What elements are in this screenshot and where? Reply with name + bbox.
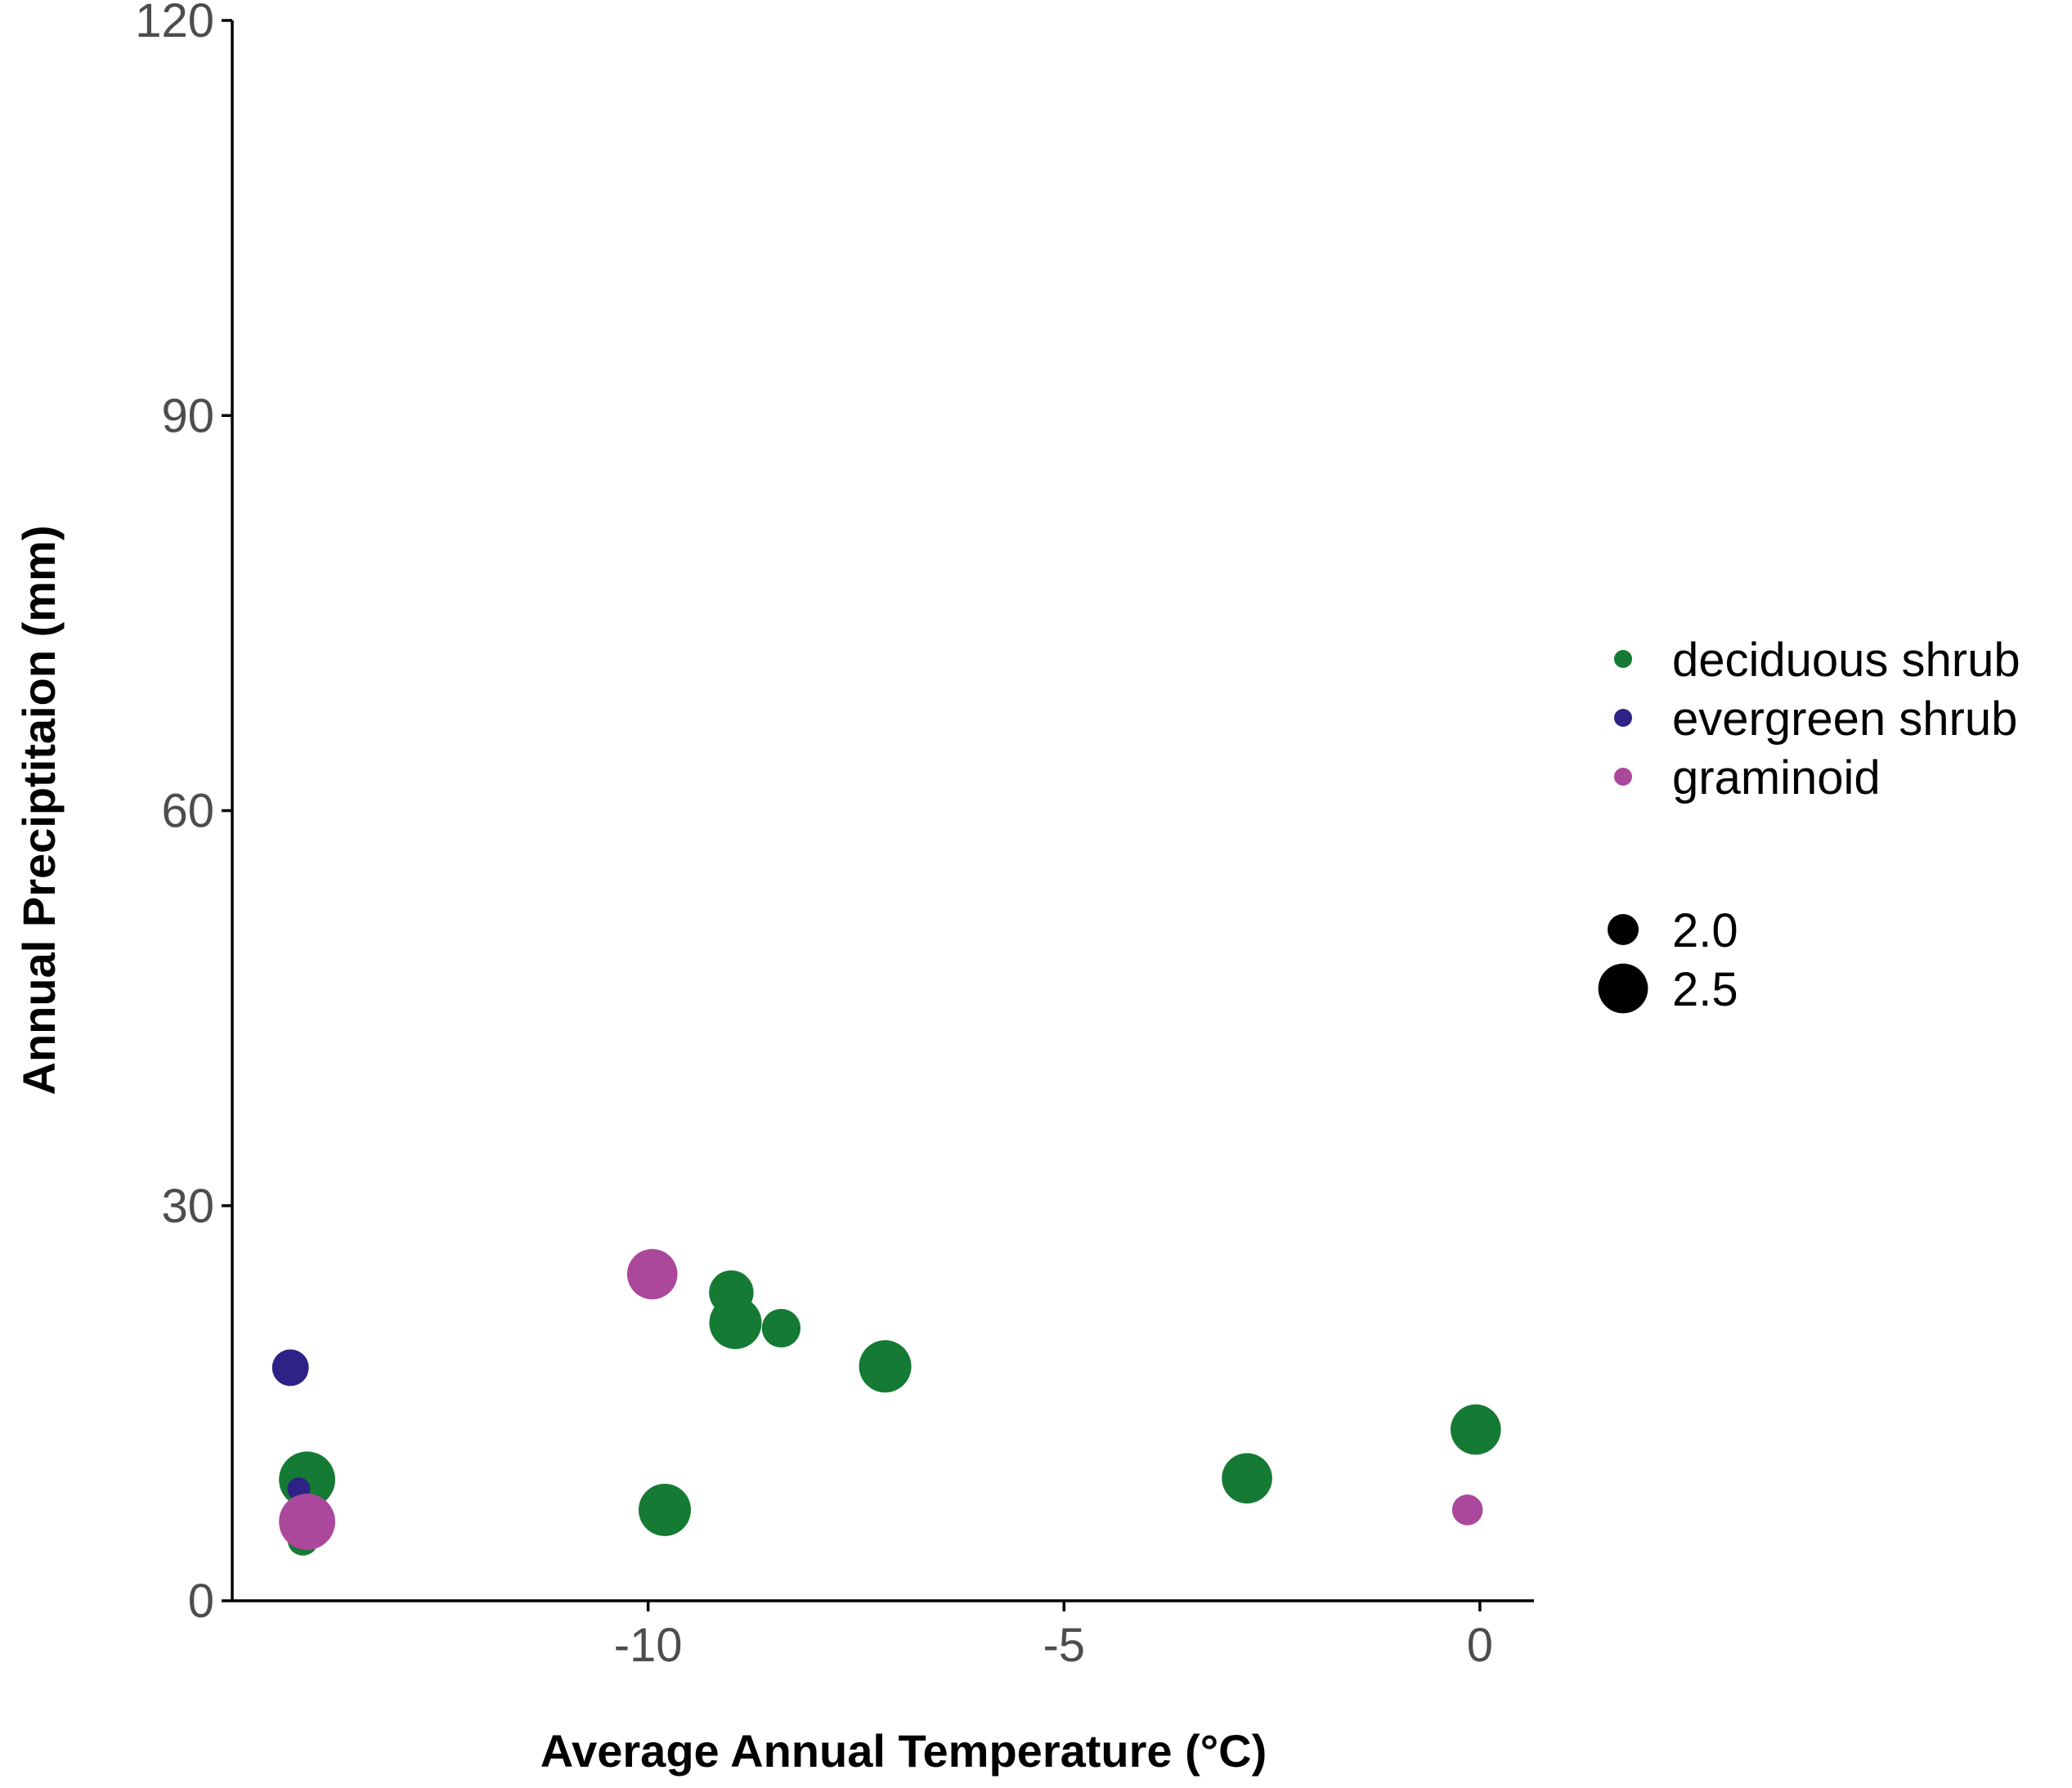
x-axis-title: Average Annual Temperature (°C) (540, 1725, 1267, 1777)
y-axis-title: Annual Preciptitaion (mm) (13, 526, 65, 1096)
legend-label: evergreen shrub (1672, 692, 2017, 746)
y-tick-label: 0 (188, 1575, 214, 1628)
y-ticks: 0 30 60 90 120 (135, 0, 232, 1628)
size-legend-label: 2.5 (1672, 963, 1738, 1016)
legend-key (1614, 768, 1632, 786)
y-tick-label: 120 (135, 0, 214, 47)
data-point (761, 1308, 801, 1348)
size-legend-key (1598, 963, 1648, 1014)
legend-key (1614, 650, 1632, 668)
y-tick-label: 90 (161, 389, 214, 442)
x-tick-label: -10 (614, 1619, 683, 1672)
data-points (271, 1248, 1501, 1556)
legend-label: graminoid (1672, 751, 1881, 804)
data-point (709, 1297, 762, 1350)
data-point (1222, 1453, 1272, 1503)
data-point (1451, 1494, 1483, 1526)
data-point (638, 1483, 691, 1536)
x-tick-label: -5 (1043, 1619, 1085, 1672)
legend-label: deciduous shrub (1672, 634, 2020, 687)
data-point (1450, 1404, 1501, 1455)
data-point (626, 1248, 678, 1300)
data-point (859, 1340, 912, 1393)
size-legend-key (1608, 914, 1639, 945)
size-legend-label: 2.0 (1672, 904, 1738, 957)
x-tick-label: 0 (1467, 1619, 1493, 1672)
y-tick-label: 60 (161, 785, 214, 838)
y-tick-label: 30 (161, 1180, 214, 1233)
size-legend: 2.02.5 (1598, 904, 1738, 1016)
data-point (271, 1349, 309, 1387)
legend-key (1614, 709, 1632, 727)
x-ticks: -10 -5 0 (614, 1601, 1493, 1672)
data-point (279, 1493, 335, 1550)
